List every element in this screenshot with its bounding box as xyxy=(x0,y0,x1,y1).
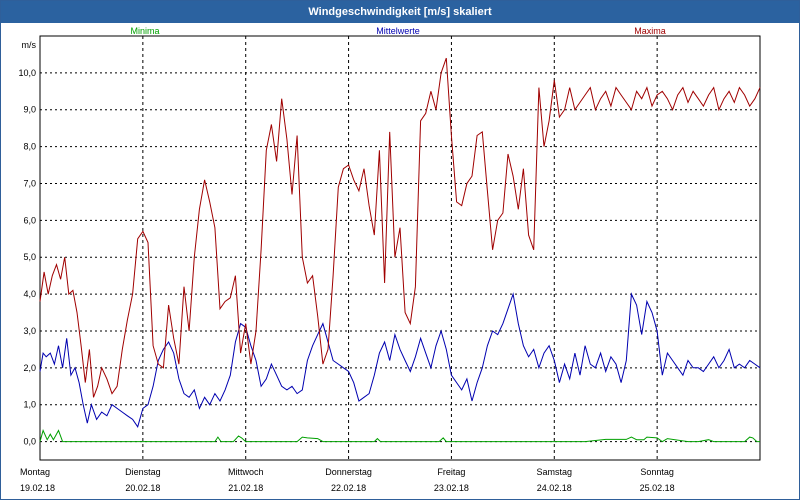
y-tick-label: 3,0 xyxy=(23,326,36,336)
x-tick-day: Freitag xyxy=(437,467,465,477)
x-tick-day: Dienstag xyxy=(125,467,161,477)
x-tick-day: Samstag xyxy=(537,467,573,477)
y-axis-unit: m/s xyxy=(22,40,37,50)
x-tick-date: 24.02.18 xyxy=(537,483,572,493)
series-maxima-line xyxy=(39,57,761,398)
x-tick-date: 25.02.18 xyxy=(640,483,675,493)
chart-title: Windgeschwindigkeit [m/s] skaliert xyxy=(1,1,799,23)
series-minima-line xyxy=(39,429,760,443)
y-tick-label: 1,0 xyxy=(23,400,36,410)
legend-maxima: Maxima xyxy=(634,26,666,36)
x-tick-day: Sonntag xyxy=(640,467,674,477)
x-tick-day: Donnerstag xyxy=(325,467,372,477)
x-tick-day: Mittwoch xyxy=(228,467,264,477)
y-tick-label: 9,0 xyxy=(23,105,36,115)
legend-minima: Minima xyxy=(130,26,159,36)
plot-area xyxy=(39,35,761,461)
series-mittelwerte-line xyxy=(39,292,761,428)
x-tick-date: 20.02.18 xyxy=(125,483,160,493)
x-tick-date: 23.02.18 xyxy=(434,483,469,493)
x-tick-date: 22.02.18 xyxy=(331,483,366,493)
y-tick-label: 4,0 xyxy=(23,289,36,299)
y-tick-label: 8,0 xyxy=(23,142,36,152)
y-tick-label: 2,0 xyxy=(23,363,36,373)
x-tick-day: Montag xyxy=(20,467,50,477)
x-tick-date: 19.02.18 xyxy=(20,483,55,493)
y-tick-label: 10,0 xyxy=(18,68,36,78)
y-tick-label: 5,0 xyxy=(23,252,36,262)
x-tick-date: 21.02.18 xyxy=(228,483,263,493)
y-tick-label: 7,0 xyxy=(23,178,36,188)
y-tick-label: 6,0 xyxy=(23,215,36,225)
y-tick-label: 0,0 xyxy=(23,437,36,447)
legend-mittelwerte: Mittelwerte xyxy=(376,26,420,36)
